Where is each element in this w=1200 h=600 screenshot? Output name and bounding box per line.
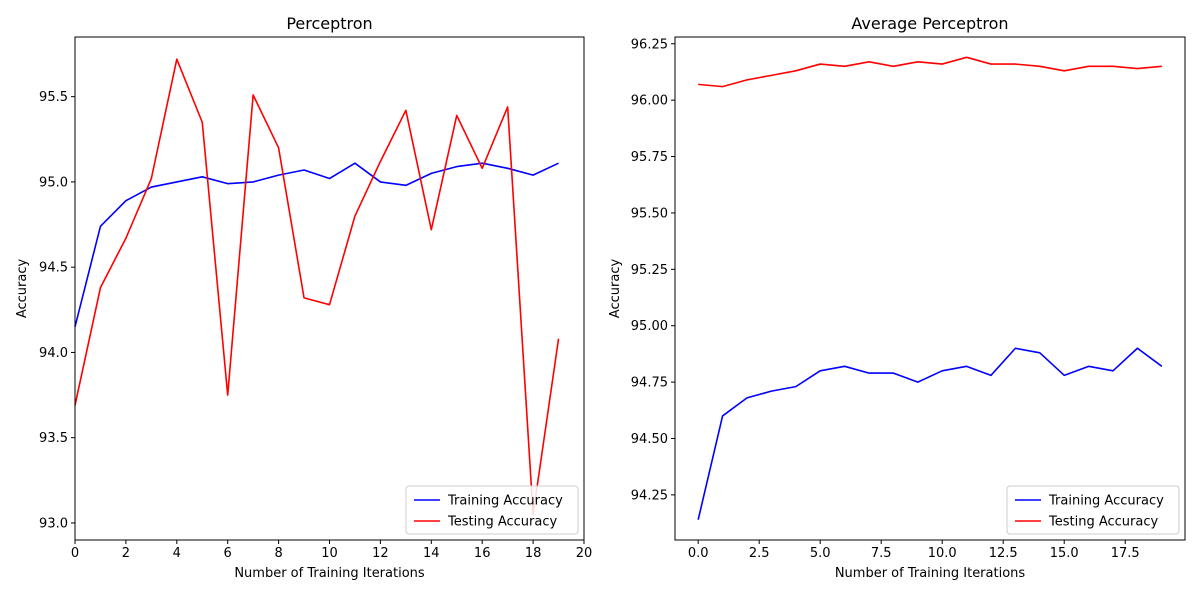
chart-title: Average Perceptron <box>851 14 1008 33</box>
y-tick-label: 94.25 <box>631 488 668 503</box>
y-tick-label: 93.0 <box>39 516 68 531</box>
x-tick-label: 10 <box>321 546 338 561</box>
y-tick-label: 94.0 <box>39 346 68 361</box>
y-tick-label: 93.5 <box>39 431 68 446</box>
x-tick-label: 4 <box>173 546 181 561</box>
y-axis-label: Accuracy <box>15 259 30 319</box>
legend-label: Testing Accuracy <box>447 515 557 530</box>
y-tick-label: 94.5 <box>39 261 68 276</box>
legend-label: Testing Accuracy <box>1048 515 1158 530</box>
x-tick-label: 8 <box>274 546 282 561</box>
y-tick-label: 95.0 <box>39 175 68 190</box>
legend-label: Training Accuracy <box>447 494 563 509</box>
perceptron-chart: 0 2 4 6 8 10 12 14 16 18 20 93.0 93.5 94.0 94.5 95.0 95.… <box>15 14 592 581</box>
legend-box <box>405 485 579 535</box>
x-tick-label: 12 <box>372 546 389 561</box>
x-tick-label: 5.0 <box>810 546 831 561</box>
x-tick-label: 10.0 <box>928 546 957 561</box>
x-tick-label: 2.5 <box>749 546 770 561</box>
plot-frame <box>674 36 1186 541</box>
x-tick-label: 14 <box>423 546 440 561</box>
x-tick-label: 2 <box>122 546 130 561</box>
x-tick-label: 6 <box>224 546 232 561</box>
y-tick-label: 95.50 <box>631 206 668 221</box>
average-perceptron-chart: 0.0 2.5 5.0 7.5 10.0 12.5 15.0 17.5 94.25 94.50 94… <box>608 14 1186 581</box>
x-tick-label: 18 <box>525 546 542 561</box>
y-axis-label: Accuracy <box>608 259 623 319</box>
y-tick-label: 94.50 <box>631 432 668 447</box>
x-axis-label: Number of Training Iterations <box>234 566 425 581</box>
x-tick-label: 16 <box>474 546 491 561</box>
x-tick-label: 17.5 <box>1111 546 1140 561</box>
x-tick-label: 0.0 <box>688 546 709 561</box>
series-line-testing-accuracy <box>74 58 560 516</box>
series-line-testing-accuracy <box>698 56 1162 88</box>
chart-title: Perceptron <box>286 14 372 33</box>
y-tick-label: 95.00 <box>631 319 668 334</box>
legend: Training Accuracy Testing Accuracy <box>405 485 579 535</box>
series-line-training-accuracy <box>697 347 1163 520</box>
y-tick-label: 96.25 <box>631 37 668 52</box>
x-tick-label: 20 <box>576 546 593 561</box>
y-tick-label: 95.25 <box>631 263 668 278</box>
series-line-training-accuracy <box>74 162 559 328</box>
x-tick-label: 12.5 <box>989 546 1018 561</box>
legend-label: Training Accuracy <box>1048 494 1164 509</box>
x-tick-label: 0 <box>71 546 79 561</box>
x-tick-label: 7.5 <box>871 546 892 561</box>
legend: Training Accuracy Testing Accuracy <box>1006 485 1180 535</box>
x-axis-label: Number of Training Iterations <box>835 566 1026 581</box>
y-tick-label: 94.75 <box>631 376 668 391</box>
y-tick-label: 95.5 <box>39 90 68 105</box>
legend-box <box>1006 485 1180 535</box>
y-tick-label: 95.75 <box>631 150 668 165</box>
y-tick-label: 96.00 <box>631 94 668 109</box>
x-tick-label: 15.0 <box>1050 546 1079 561</box>
